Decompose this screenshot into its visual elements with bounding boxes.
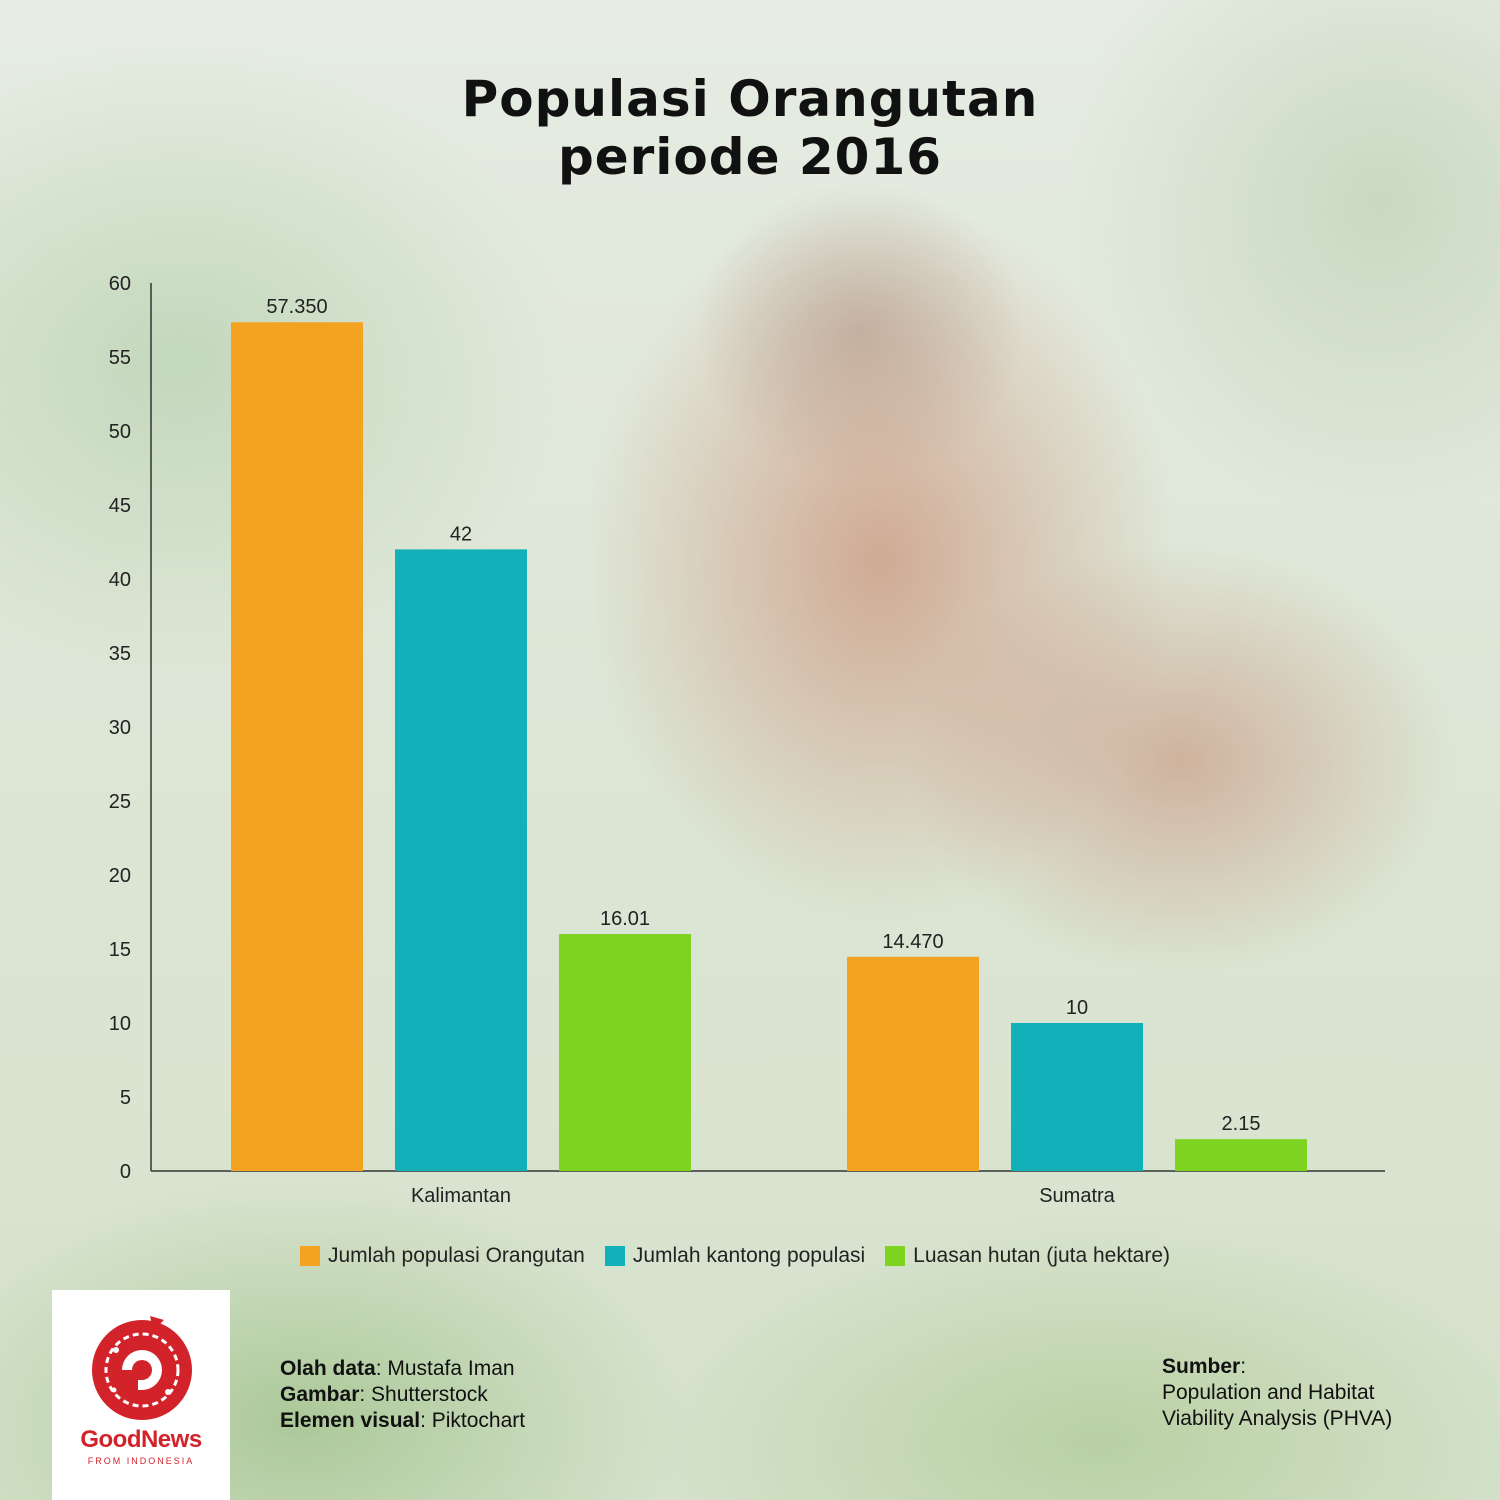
bar-kalimantan-series-3 <box>559 934 691 1171</box>
source-block: Sumber: Population and Habitat Viability… <box>1162 1354 1392 1432</box>
legend-item-kantong: Jumlah kantong populasi <box>604 1244 866 1268</box>
category-label-sumatra: Sumatra <box>1039 1185 1115 1207</box>
bar-sumatra-series-2 <box>1011 1023 1143 1171</box>
bar-chart: 0 5 10 15 20 25 30 35 40 45 50 55 60 57.350 42 16.01 Kal… <box>109 273 1385 1207</box>
credit-elemen-visual-key: Elemen visual <box>280 1409 421 1432</box>
credit-elemen-visual-value: : Piktochart <box>420 1409 526 1432</box>
legend-label-hutan: Luasan hutan (juta hektare) <box>913 1244 1171 1267</box>
legend-label-populasi: Jumlah populasi Orangutan <box>328 1244 585 1267</box>
credit-olah-data-key: Olah data <box>280 1357 376 1380</box>
credits-block: Olah data: Mustafa Iman Gambar: Shutters… <box>280 1356 525 1434</box>
y-tick-label-15: 15 <box>109 939 131 961</box>
legend-swatch-hutan <box>885 1246 906 1266</box>
legend-swatch-populasi <box>300 1246 320 1266</box>
source-line-1: Population and Habitat <box>1162 1381 1375 1404</box>
y-tick-label-5: 5 <box>120 1087 131 1109</box>
legend-item-hutan: Luasan hutan (juta hektare) <box>885 1244 1170 1268</box>
data-label-sumatra-series-3: 2.15 <box>1222 1113 1261 1135</box>
y-tick-label-45: 45 <box>109 495 131 517</box>
data-label-kalimantan-series-1: 57.350 <box>266 296 327 318</box>
y-tick-label-0: 0 <box>120 1161 131 1183</box>
legend-swatch-kantong <box>604 1246 625 1266</box>
logo-wordmark: GoodNews <box>80 1426 202 1453</box>
credit-olah-data: Olah data: Mustafa Iman <box>280 1356 525 1382</box>
data-label-kalimantan-series-2: 42 <box>450 523 472 545</box>
credit-gambar: Gambar: Shutterstock <box>280 1382 525 1408</box>
source-line-2: Viability Analysis (PHVA) <box>1162 1407 1393 1430</box>
data-label-kalimantan-series-3: 16.01 <box>600 908 650 930</box>
y-tick-label-60: 60 <box>109 273 131 295</box>
credit-gambar-key: Gambar <box>280 1383 360 1406</box>
data-label-sumatra-series-2: 10 <box>1066 997 1088 1019</box>
credit-olah-data-value: : Mustafa Iman <box>375 1357 515 1380</box>
source-colon: : <box>1240 1355 1247 1378</box>
legend-label-kantong: Jumlah kantong populasi <box>632 1244 866 1267</box>
y-tick-label-30: 30 <box>109 717 131 739</box>
y-tick-label-10: 10 <box>109 1013 131 1035</box>
chart-title-line-1: Populasi Orangutan <box>461 70 1039 128</box>
y-tick-label-50: 50 <box>109 421 131 443</box>
goodnews-logo: GoodNews FROM INDONESIA <box>52 1290 230 1500</box>
bar-kalimantan-series-1 <box>231 322 363 1172</box>
bar-sumatra-series-3 <box>1175 1139 1307 1171</box>
data-label-sumatra-series-1: 14.470 <box>882 931 943 953</box>
logo-tagline: FROM INDONESIA <box>87 1456 195 1466</box>
y-tick-label-55: 55 <box>109 347 131 369</box>
chart-title: Populasi Orangutan periode 2016 <box>0 70 1500 186</box>
credit-elemen-visual: Elemen visual: Piktochart <box>280 1408 525 1434</box>
credit-gambar-value: : Shutterstock <box>359 1383 488 1406</box>
source-heading: Sumber: <box>1162 1354 1392 1380</box>
chart-title-line-2: periode 2016 <box>557 128 943 186</box>
y-tick-label-25: 25 <box>109 791 131 813</box>
y-tick-label-40: 40 <box>109 569 131 591</box>
category-label-kalimantan: Kalimantan <box>411 1185 511 1207</box>
source-key: Sumber <box>1162 1355 1241 1378</box>
y-tick-label-35: 35 <box>109 643 131 665</box>
bar-kalimantan-series-2 <box>395 549 527 1171</box>
bar-sumatra-series-1 <box>847 956 979 1171</box>
garuda-emblem-icon <box>92 1316 192 1420</box>
legend-item-populasi: Jumlah populasi Orangutan <box>300 1244 585 1268</box>
chart-legend: Jumlah populasi Orangutan Jumlah kantong… <box>300 1244 1170 1268</box>
y-tick-label-20: 20 <box>109 865 131 887</box>
